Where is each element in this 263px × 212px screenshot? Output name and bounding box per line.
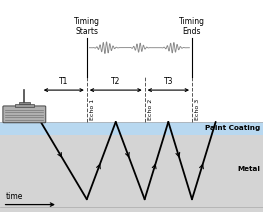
Text: Echo 3: Echo 3 [195,99,200,120]
Text: T2: T2 [111,77,120,86]
Text: Echo 1: Echo 1 [90,99,95,120]
Text: Metal: Metal [237,166,260,172]
Text: Echo 2: Echo 2 [148,99,153,120]
Text: Timing
Starts: Timing Starts [74,17,100,36]
Bar [0,122,263,135]
Bar [19,102,30,104]
FancyBboxPatch shape [3,106,46,123]
Bar [0,0,263,122]
Text: T3: T3 [164,77,173,86]
Text: Paint Coating: Paint Coating [205,125,260,131]
Bar [0,135,263,212]
Text: time: time [5,192,23,201]
Text: T1: T1 [59,77,68,86]
Bar [14,104,34,107]
Text: Timing
Ends: Timing Ends [179,17,205,36]
